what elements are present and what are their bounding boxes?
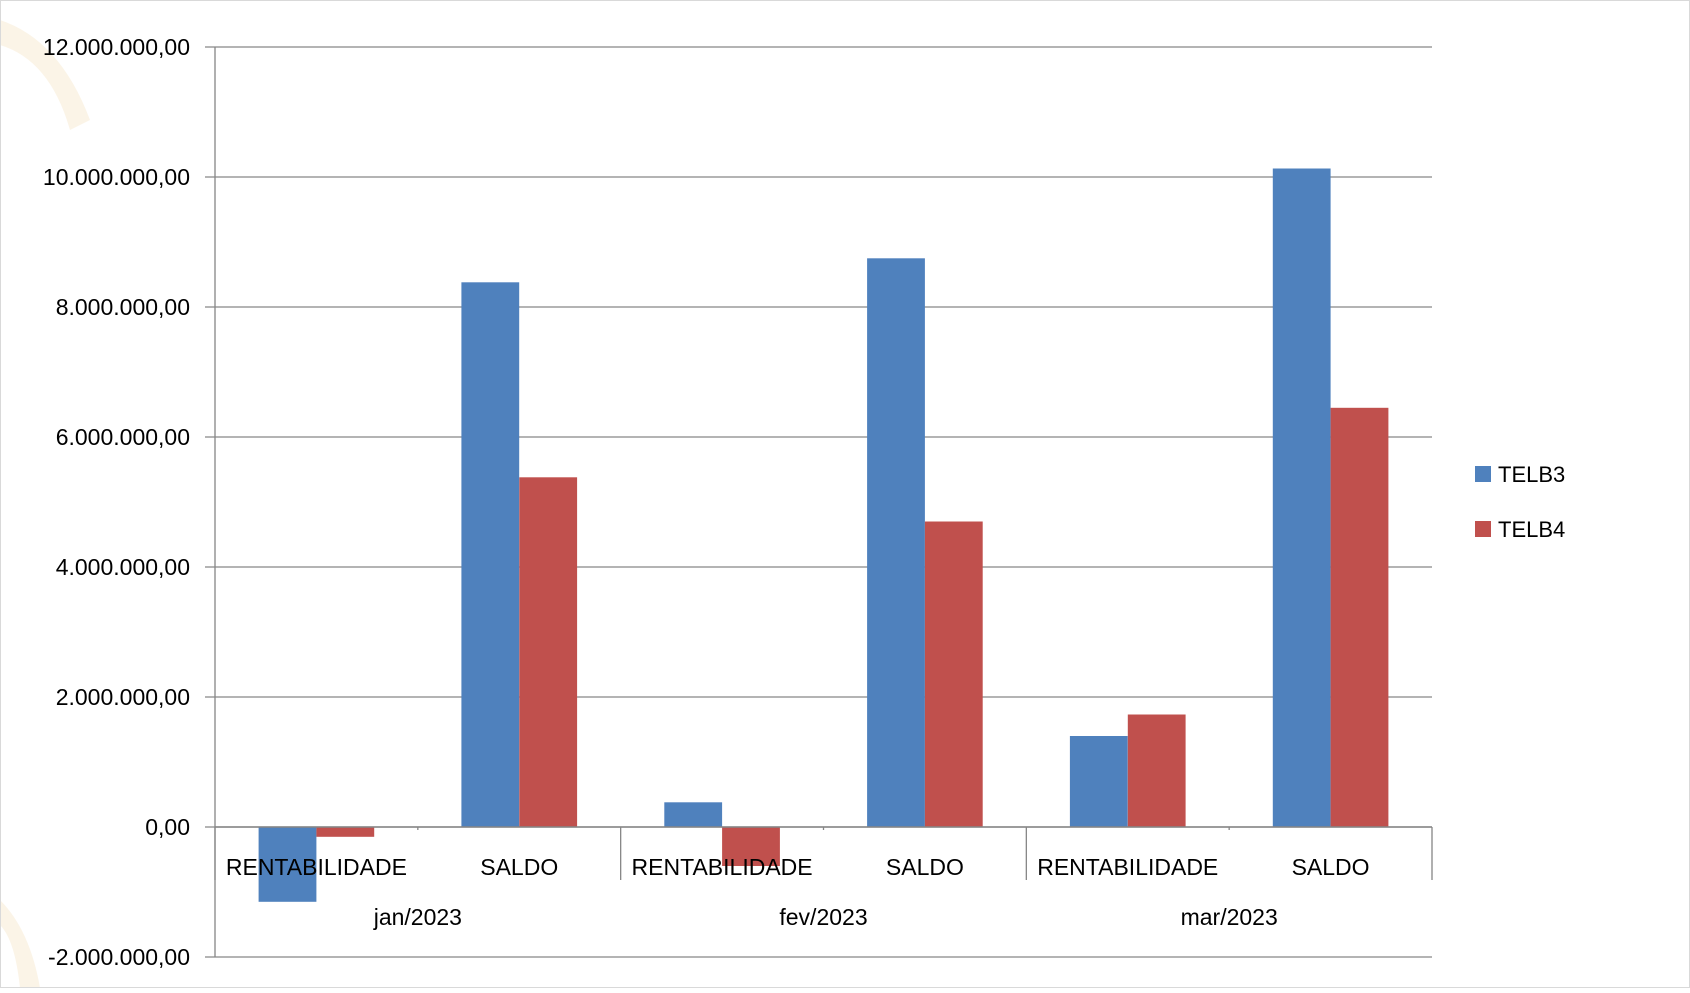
bar-telb3 (1069, 736, 1128, 827)
legend-label: TELB3 (1498, 462, 1565, 487)
bar-telb4 (1127, 714, 1186, 827)
y-tick-label: 10.000.000,00 (43, 164, 190, 190)
y-tick-label: 6.000.000,00 (56, 424, 190, 450)
bar-telb4 (316, 827, 375, 837)
bar-telb4 (924, 521, 983, 827)
bar-telb4 (1330, 407, 1389, 828)
category-label: RENTABILIDADE (226, 854, 407, 880)
legend-swatch-telb3 (1475, 466, 1491, 482)
y-tick-label: 12.000.000,00 (43, 34, 190, 60)
bar-telb3 (867, 258, 925, 828)
y-tick-label: 8.000.000,00 (56, 294, 190, 320)
bar-telb3 (664, 802, 723, 827)
y-tick-label: -2.000.000,00 (48, 944, 190, 970)
background-watermark (0, 20, 90, 988)
bar-telb3 (258, 827, 317, 902)
axis-labels: -2.000.000,00 0,00 2.000.000,00 4.000.000,0… (43, 34, 1370, 970)
y-tick-label: 0,00 (145, 814, 190, 840)
y-tick-label: 2.000.000,00 (56, 684, 190, 710)
bar-telb3 (1272, 168, 1331, 827)
y-tick-label: 4.000.000,00 (56, 554, 190, 580)
category-label: SALDO (886, 854, 964, 880)
bar-telb4 (722, 827, 780, 866)
category-label: RENTABILIDADE (632, 854, 813, 880)
group-label: jan/2023 (373, 904, 462, 930)
group-label: fev/2023 (779, 904, 867, 930)
gridlines (205, 46, 1432, 958)
legend-label: TELB4 (1498, 517, 1565, 542)
category-label: RENTABILIDADE (1037, 854, 1218, 880)
category-label: SALDO (480, 854, 558, 880)
axes (214, 47, 1433, 957)
bar-telb3 (461, 282, 520, 827)
bars (258, 168, 1389, 902)
group-label: mar/2023 (1181, 904, 1278, 930)
legend: TELB3 TELB4 (1475, 462, 1565, 542)
category-label: SALDO (1292, 854, 1370, 880)
legend-swatch-telb4 (1475, 521, 1491, 537)
bar-telb4 (519, 477, 578, 827)
